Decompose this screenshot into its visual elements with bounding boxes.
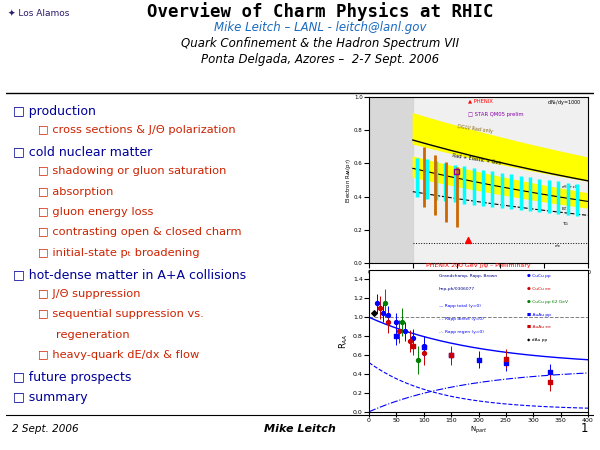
Text: □ shadowing or gluon saturation: □ shadowing or gluon saturation xyxy=(38,166,227,176)
Point xyxy=(380,300,390,307)
Text: ▲ PHENIX: ▲ PHENIX xyxy=(467,99,493,104)
Text: Mike Leitch: Mike Leitch xyxy=(264,424,336,434)
Text: ✦ Los Alamos: ✦ Los Alamos xyxy=(8,8,70,17)
Point xyxy=(452,168,461,176)
Text: □ absorption: □ absorption xyxy=(38,187,114,197)
Y-axis label: Electron R$_{AA}$(p$_T$): Electron R$_{AA}$(p$_T$) xyxy=(344,157,353,203)
Point xyxy=(383,312,393,319)
Point xyxy=(419,342,428,349)
Text: ● CuCu pp: ● CuCu pp xyxy=(527,274,550,278)
Text: hep-ph/0306077: hep-ph/0306077 xyxy=(439,287,475,291)
Text: Overview of Charm Physics at RHIC: Overview of Charm Physics at RHIC xyxy=(147,2,493,21)
Point xyxy=(545,369,554,376)
Text: BT: BT xyxy=(562,207,567,211)
Text: □ heavy-quark dE/dx & flow: □ heavy-quark dE/dx & flow xyxy=(38,350,200,360)
Point xyxy=(446,351,456,359)
Text: □ sequential suppression vs.: □ sequential suppression vs. xyxy=(38,310,204,320)
Text: □ future prospects: □ future prospects xyxy=(13,371,131,384)
Text: DGLV Rad only: DGLV Rad only xyxy=(457,125,493,135)
Text: 2 Sept. 2006: 2 Sept. 2006 xyxy=(12,424,79,434)
Text: □ production: □ production xyxy=(13,105,96,117)
Point xyxy=(405,338,415,345)
X-axis label: p$_T$ (GeV): p$_T$ (GeV) xyxy=(464,276,493,285)
Text: Rad + Elastic + Geo: Rad + Elastic + Geo xyxy=(452,153,502,166)
Text: ◆ dAu pp: ◆ dAu pp xyxy=(527,338,547,342)
Point xyxy=(392,333,401,340)
Point xyxy=(463,236,472,243)
Text: — Rapp total (y=0): — Rapp total (y=0) xyxy=(439,304,481,308)
X-axis label: N$_{part}$: N$_{part}$ xyxy=(470,424,487,436)
Text: □ hot-dense matter in A+A collisions: □ hot-dense matter in A+A collisions xyxy=(13,268,247,281)
Point xyxy=(400,328,409,335)
Text: □ STAR QM05 prelim: □ STAR QM05 prelim xyxy=(467,112,523,117)
Text: TG: TG xyxy=(562,222,568,226)
Point xyxy=(501,359,511,366)
Text: □ initial-state pₜ broadening: □ initial-state pₜ broadening xyxy=(38,248,200,258)
Point xyxy=(446,351,456,359)
Point xyxy=(474,356,484,364)
Text: □ contrasting open & closed charm: □ contrasting open & closed charm xyxy=(38,228,242,238)
Text: regeneration: regeneration xyxy=(56,330,130,340)
Point xyxy=(413,356,423,364)
Point xyxy=(419,344,428,351)
Text: ■ AuAu ee: ■ AuAu ee xyxy=(527,325,551,329)
Point xyxy=(545,378,554,385)
Text: 1: 1 xyxy=(581,422,588,435)
Text: □ gluon energy loss: □ gluon energy loss xyxy=(38,207,154,217)
Point xyxy=(392,319,401,326)
Y-axis label: R$_{AA}$: R$_{AA}$ xyxy=(338,333,350,349)
Text: -·- Rapp regen (y=0): -·- Rapp regen (y=0) xyxy=(439,329,484,333)
Title: PHENIX 200 GeV J/ψ – Preliminary: PHENIX 200 GeV J/ψ – Preliminary xyxy=(426,263,531,268)
Text: dN$_c$/dy=1000: dN$_c$/dy=1000 xyxy=(547,99,581,108)
Text: Grandchamp, Rapp, Brown: Grandchamp, Rapp, Brown xyxy=(439,274,497,278)
Text: Quark Confinement & the Hadron Spectrum VII: Quark Confinement & the Hadron Spectrum … xyxy=(181,37,459,50)
Text: ■ AuAu pp: ■ AuAu pp xyxy=(527,312,551,316)
Point xyxy=(394,328,404,335)
Text: Mike Leitch – LANL - leitch@lanl.gov: Mike Leitch – LANL - leitch@lanl.gov xyxy=(214,21,426,33)
Point xyxy=(370,309,379,316)
Text: ● CuCu ee: ● CuCu ee xyxy=(527,287,550,291)
Bar xyxy=(369,97,413,263)
Point xyxy=(378,309,388,316)
Point xyxy=(408,342,418,349)
Text: - - Rapp direct (y=0): - - Rapp direct (y=0) xyxy=(439,317,484,321)
Text: □ cross sections & J/Θ polarization: □ cross sections & J/Θ polarization xyxy=(38,125,236,135)
Text: Ponta Delgada, Azores –  2-7 Sept. 2006: Ponta Delgada, Azores – 2-7 Sept. 2006 xyxy=(201,53,439,66)
Point xyxy=(383,319,393,326)
Text: e/(b+c): e/(b+c) xyxy=(562,185,577,189)
Point xyxy=(408,334,418,342)
Text: □ J/Θ suppression: □ J/Θ suppression xyxy=(38,289,141,299)
Point xyxy=(419,350,428,357)
Text: ● CuCu pp 62 GeV: ● CuCu pp 62 GeV xyxy=(527,300,568,304)
Text: □ summary: □ summary xyxy=(13,392,88,404)
Text: e/c: e/c xyxy=(555,243,561,248)
Point xyxy=(373,300,382,307)
Point xyxy=(501,355,511,362)
Point xyxy=(375,304,385,311)
Point xyxy=(397,319,407,326)
Text: □ cold nuclear matter: □ cold nuclear matter xyxy=(13,146,152,158)
